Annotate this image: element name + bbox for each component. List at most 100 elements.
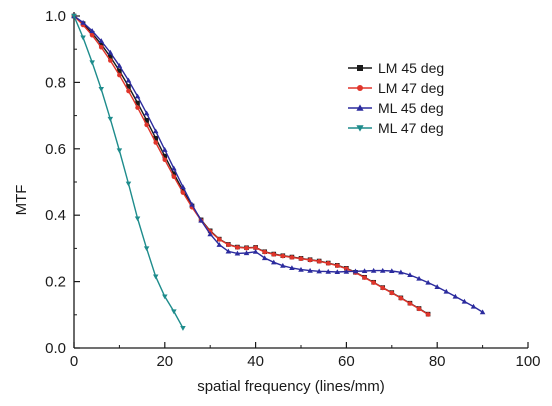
legend-entry: ML 47 deg (348, 120, 444, 136)
data-point (479, 309, 486, 315)
y-tick-label: 0.2 (45, 274, 66, 291)
y-axis-title: MTF (13, 185, 30, 216)
data-point (252, 248, 259, 254)
data-point (152, 274, 159, 280)
y-tick-label: 0.6 (45, 141, 66, 158)
x-tick-label: 40 (247, 353, 264, 370)
data-point (380, 285, 386, 291)
x-tick-label: 60 (338, 353, 355, 370)
data-point (407, 301, 413, 306)
y-tick-label: 0.0 (45, 340, 66, 357)
data-point (271, 252, 277, 257)
data-point (407, 272, 413, 278)
y-tick-label: 0.4 (45, 207, 66, 224)
data-point (135, 105, 140, 110)
data-point (180, 326, 186, 331)
data-point (356, 125, 364, 132)
data-point (389, 268, 395, 274)
legend-entry: LM 45 deg (348, 60, 444, 76)
data-point (108, 54, 113, 60)
x-tick-label: 80 (429, 353, 446, 370)
data-point (162, 147, 168, 152)
data-point (126, 84, 131, 89)
data-point (357, 65, 363, 71)
legend-label: ML 45 deg (378, 100, 444, 116)
x-tick-label: 100 (515, 353, 540, 370)
series-line (73, 15, 483, 313)
series-ml-45-deg (71, 13, 486, 315)
data-point (116, 63, 123, 68)
data-point (298, 256, 304, 261)
legend-label: ML 47 deg (378, 120, 444, 136)
data-point (162, 153, 168, 159)
data-point (362, 275, 367, 280)
data-point (98, 38, 104, 43)
legend-entry: LM 47 deg (348, 80, 444, 96)
data-point (216, 237, 222, 242)
data-point (307, 267, 313, 273)
data-point (134, 93, 141, 99)
data-point (153, 140, 159, 145)
data-point (216, 241, 223, 247)
plot-series (71, 13, 486, 331)
data-point (352, 268, 359, 274)
series-lm-47-deg (71, 13, 431, 317)
data-point (234, 250, 241, 256)
y-tick-label: 0.8 (45, 74, 66, 91)
data-point (198, 217, 204, 223)
data-point (335, 263, 340, 268)
data-point (107, 49, 114, 55)
data-point (416, 306, 422, 312)
data-point (171, 171, 177, 176)
data-point (162, 157, 168, 163)
data-point (171, 165, 177, 171)
data-point (356, 104, 364, 111)
data-point (144, 117, 149, 123)
x-tick-label: 0 (70, 353, 78, 370)
data-point (180, 190, 186, 195)
data-point (207, 231, 213, 237)
data-point (171, 174, 177, 179)
data-point (117, 72, 122, 78)
x-tick-label: 20 (156, 353, 173, 370)
data-point (398, 269, 404, 275)
data-point (125, 181, 132, 187)
data-point (289, 265, 295, 271)
data-point (262, 249, 267, 255)
y-tick-label: 1.0 (45, 8, 66, 25)
data-point (325, 261, 331, 266)
data-point (361, 268, 368, 274)
series-line (73, 15, 184, 329)
data-point (135, 100, 140, 106)
data-point (316, 259, 322, 264)
data-point (425, 279, 431, 285)
data-point (152, 128, 159, 134)
data-point (143, 246, 150, 252)
data-point (443, 288, 450, 294)
data-point (243, 250, 250, 256)
data-point (470, 303, 477, 309)
data-point (416, 275, 422, 281)
data-point (289, 255, 295, 260)
data-point (271, 259, 277, 265)
data-point (298, 266, 304, 272)
data-point (225, 248, 232, 254)
data-point (107, 116, 114, 122)
data-point (153, 135, 159, 141)
data-point (253, 245, 258, 251)
data-point (89, 28, 95, 34)
x-axis-title: spatial frequency (lines/mm) (197, 378, 385, 395)
data-point (325, 268, 331, 274)
data-point (116, 148, 123, 154)
data-point (461, 298, 468, 304)
data-point (280, 253, 286, 259)
data-point (371, 280, 376, 285)
data-point (125, 77, 132, 83)
data-point (370, 267, 377, 273)
data-point (98, 41, 104, 47)
data-point (71, 13, 77, 19)
data-point (80, 19, 86, 25)
legend-entry: ML 45 deg (348, 100, 444, 116)
